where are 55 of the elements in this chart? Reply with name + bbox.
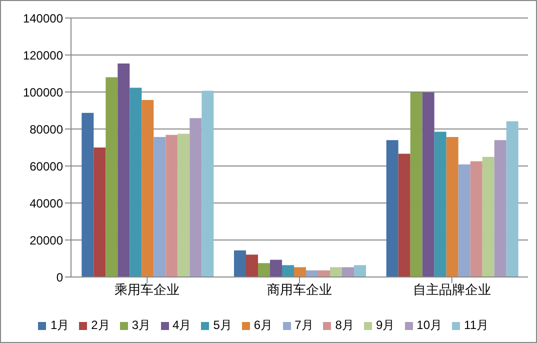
y-tick-label: 100000	[22, 85, 64, 100]
bar	[494, 140, 506, 277]
bar	[130, 88, 142, 277]
bar	[306, 270, 318, 277]
bar	[294, 267, 306, 277]
legend-label: 4月	[172, 318, 192, 332]
bar	[82, 112, 94, 277]
bar	[386, 140, 398, 277]
bar	[470, 161, 482, 277]
legend-label: 8月	[335, 318, 354, 332]
bar	[446, 136, 458, 277]
bar	[106, 77, 118, 277]
bar	[342, 267, 354, 277]
bar	[154, 136, 166, 277]
legend-label: 1月	[50, 318, 70, 332]
legend-label: 5月	[213, 318, 232, 332]
bar	[190, 118, 202, 277]
y-tick-label: 20000	[30, 233, 64, 248]
bar	[434, 132, 446, 277]
bar	[94, 148, 106, 277]
bar	[258, 263, 270, 277]
x-tick-label: 乘用车企业	[114, 282, 180, 298]
bar	[318, 270, 330, 277]
bar	[246, 254, 258, 277]
y-tick-label: 140000	[22, 11, 64, 26]
x-tick-label: 商用车企业	[267, 282, 332, 298]
legend-label: 10月	[416, 318, 442, 332]
bar	[282, 265, 294, 277]
bar	[234, 250, 246, 277]
legend-label: 3月	[132, 318, 151, 332]
bar	[142, 100, 154, 277]
bar	[166, 134, 178, 277]
legend-label: 7月	[294, 318, 314, 332]
bar	[482, 156, 494, 277]
legend-label: 9月	[376, 318, 395, 332]
legend-label: 6月	[254, 318, 273, 332]
y-tick-label: 40000	[30, 196, 64, 210]
bar	[202, 90, 214, 277]
y-tick-label: 80000	[30, 122, 64, 136]
bar	[330, 267, 342, 277]
x-tick-label: 自主品牌企业	[412, 282, 491, 298]
bar	[410, 92, 422, 277]
bar	[506, 121, 518, 277]
y-tick-label: 120000	[22, 48, 64, 62]
y-tick-label: 60000	[30, 159, 64, 174]
y-tick-label: 0	[56, 270, 64, 284]
bar	[422, 92, 434, 277]
bar	[270, 260, 282, 277]
bar	[118, 64, 130, 277]
bar	[458, 164, 470, 277]
legend-label: 2月	[91, 318, 110, 332]
bar	[354, 265, 366, 277]
bar	[178, 134, 190, 277]
bar	[398, 154, 410, 277]
legend-label: 11月	[464, 318, 488, 332]
